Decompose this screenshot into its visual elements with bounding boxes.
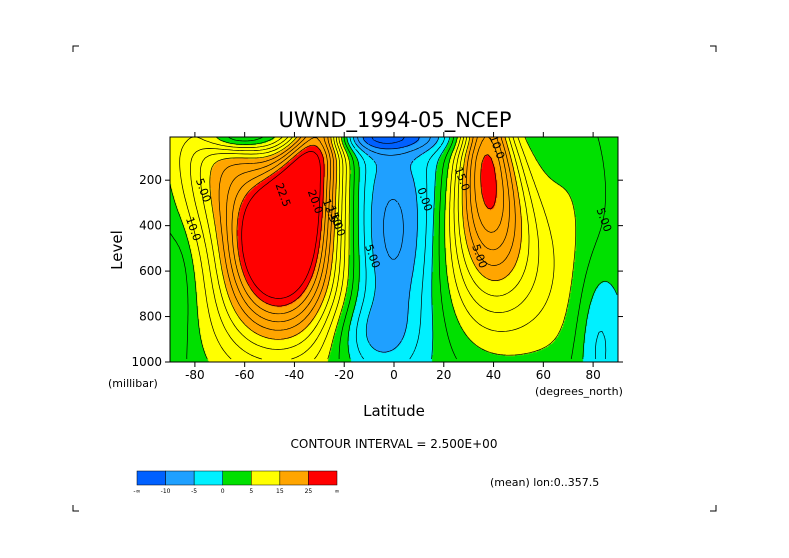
colorbar-swatch <box>136 470 166 486</box>
x-tick-label: 20 <box>436 368 451 382</box>
x-tick-label: -60 <box>235 368 255 382</box>
x-axis: -80 -60 -40 -20 0 20 40 60 80 <box>185 132 601 382</box>
contour-lines <box>170 137 618 360</box>
contour-line <box>236 144 497 307</box>
contour-line <box>209 137 522 340</box>
chart-title: UWND_1994-05_NCEP <box>278 108 511 133</box>
x-tick-label: -20 <box>334 368 354 382</box>
contour-line <box>170 137 606 360</box>
colorbar-swatch <box>308 470 338 486</box>
x-tick-label: 80 <box>585 368 600 382</box>
contour-line <box>218 137 516 331</box>
x-axis-label: Latitude <box>363 402 425 420</box>
contour-line <box>357 137 431 260</box>
x-tick-label: -80 <box>185 368 205 382</box>
contour-interval-text: CONTOUR INTERVAL = 2.500E+00 <box>291 437 498 451</box>
colorbar-swatch <box>251 470 281 486</box>
colorbar-label: 5 <box>249 488 253 495</box>
x-tick-label: -40 <box>285 368 305 382</box>
colorbar-label: 0 <box>221 488 225 495</box>
y-tick-label: 200 <box>139 173 162 187</box>
colorbar-swatch <box>279 470 309 486</box>
contour-line <box>362 137 420 150</box>
x-tick-label: 40 <box>486 368 501 382</box>
colorbar-swatch <box>165 470 195 486</box>
colorbar-label: 15 <box>276 488 284 495</box>
y-tick-label: 400 <box>139 219 162 233</box>
colorbar: -∞ -10 -5 0 5 15 25 ∞ <box>133 470 340 495</box>
colorbar-swatch <box>222 470 252 486</box>
corner-marks <box>72 45 717 512</box>
contour-line <box>241 151 321 299</box>
colorbar-label: 25 <box>305 488 313 495</box>
colorbar-label: ∞ <box>335 488 340 495</box>
y-tick-label: 800 <box>139 310 162 324</box>
contour-line <box>353 137 440 353</box>
contour-line <box>199 137 530 350</box>
contour-line <box>190 137 540 360</box>
contour-line <box>231 137 504 315</box>
x-tick-label: 0 <box>390 368 398 382</box>
contour-line <box>371 137 405 144</box>
y-tick-label: 1000 <box>131 355 162 369</box>
colorbar-swatch <box>193 470 223 486</box>
contour-line <box>346 137 618 360</box>
contour-line <box>226 137 510 323</box>
colorbar-label: -5 <box>191 488 197 495</box>
contour-fill <box>170 137 618 362</box>
y-axis: 200 400 600 800 1000 <box>131 173 623 369</box>
y-axis-label: Level <box>108 230 126 270</box>
contour-line <box>179 137 555 360</box>
colorbar-label: -10 <box>161 488 171 495</box>
y-tick-label: 600 <box>139 264 162 278</box>
y-unit-label: (millibar) <box>108 377 158 390</box>
x-tick-label: 60 <box>536 368 551 382</box>
averaging-text: (mean) lon:0..357.5 <box>490 476 599 489</box>
colorbar-label: -∞ <box>133 488 140 495</box>
x-unit-label: (degrees_north) <box>535 385 623 398</box>
